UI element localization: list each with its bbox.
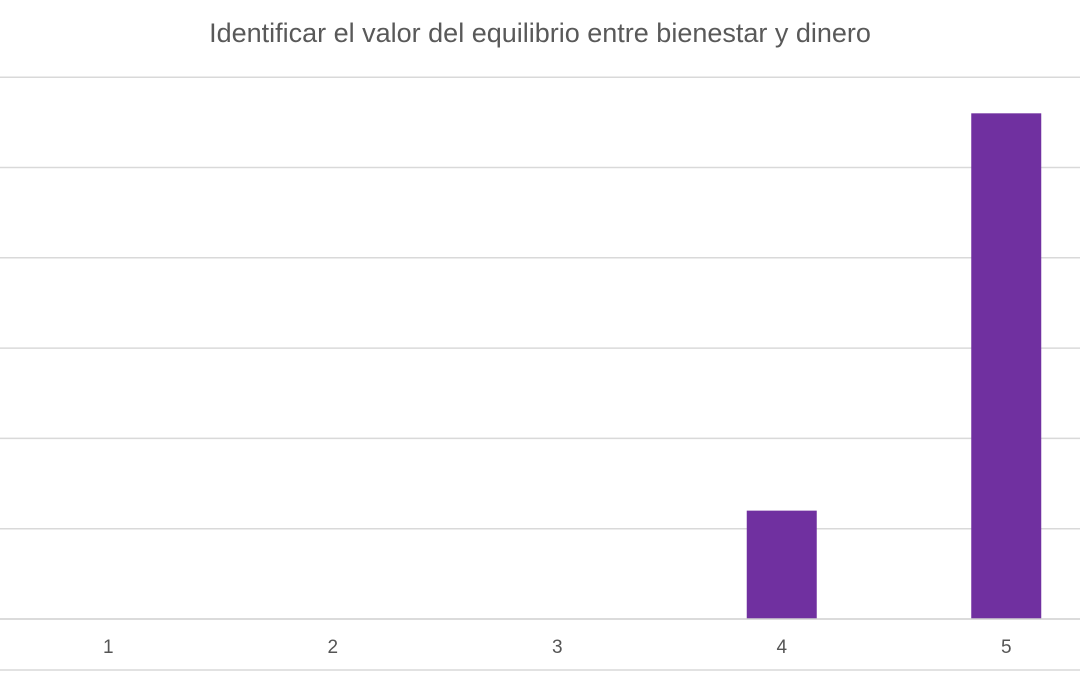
gridlines [0,76,1080,530]
x-tick-label: 2 [327,637,338,658]
x-tick-label: 4 [776,637,787,658]
x-tick-labels: 1 2 3 4 5 [103,637,1012,658]
x-axis [0,618,1080,671]
bars [746,113,1042,619]
bar-4 [746,510,817,619]
x-tick-label: 3 [552,637,563,658]
bar-5 [971,113,1042,619]
x-tick-label: 1 [103,637,114,658]
x-tick-label: 5 [1001,637,1012,658]
chart-title: Identificar el valor del equilibrio entr… [209,18,871,48]
